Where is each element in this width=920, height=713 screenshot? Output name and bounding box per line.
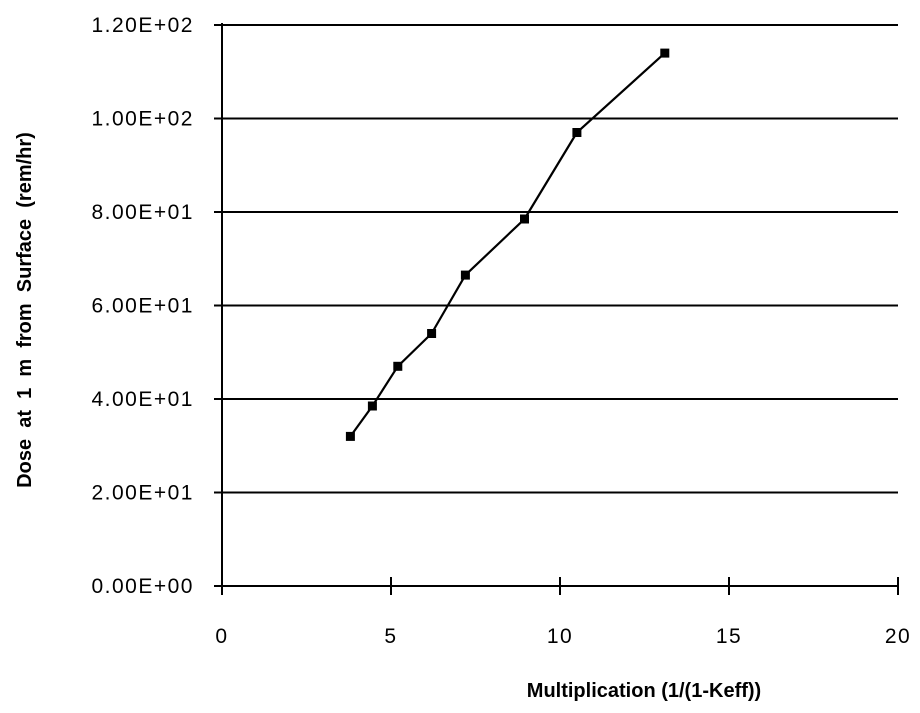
y-tick-label-5: 1.00E+02: [91, 108, 194, 131]
y-tick-label-3: 6.00E+01: [91, 295, 194, 318]
data-point-0-7: [660, 48, 670, 58]
data-point-0-4: [460, 270, 470, 280]
y-tick-label-6: 1.20E+02: [91, 14, 194, 37]
x-tick-label-4: 20: [885, 625, 911, 648]
x-tick-label-1: 5: [384, 625, 397, 648]
y-tick-label-4: 8.00E+01: [91, 201, 194, 224]
x-tick-label-0: 0: [215, 625, 228, 648]
y-tick-label-1: 2.00E+01: [91, 482, 194, 505]
y-axis-title: Dose at 1 m from Surface (rem/hr): [14, 132, 36, 488]
series: [345, 48, 670, 441]
x-tick-label-3: 15: [716, 625, 742, 648]
data-point-0-1: [367, 401, 377, 411]
data-point-0-2: [393, 361, 403, 371]
data-point-0-3: [427, 329, 437, 338]
y-tick-labels: 0.00E+00 2.00E+01 4.00E+01 6.00E+01 8.00E+01…: [91, 14, 194, 598]
x-tick-labels: 0 5 10 15 20: [215, 625, 911, 648]
x-axis-title: Multiplication (1/(1-Keff)): [527, 680, 761, 702]
x-tick-label-2: 10: [547, 625, 573, 648]
gridlines: [222, 24, 898, 494]
data-point-0-0: [345, 431, 355, 441]
axes: [214, 23, 899, 595]
y-tick-label-0: 0.00E+00: [91, 575, 194, 598]
data-point-0-6: [572, 128, 582, 137]
y-tick-label-2: 4.00E+01: [91, 388, 194, 411]
series-line-0: [349, 52, 666, 438]
data-point-0-5: [520, 214, 529, 224]
